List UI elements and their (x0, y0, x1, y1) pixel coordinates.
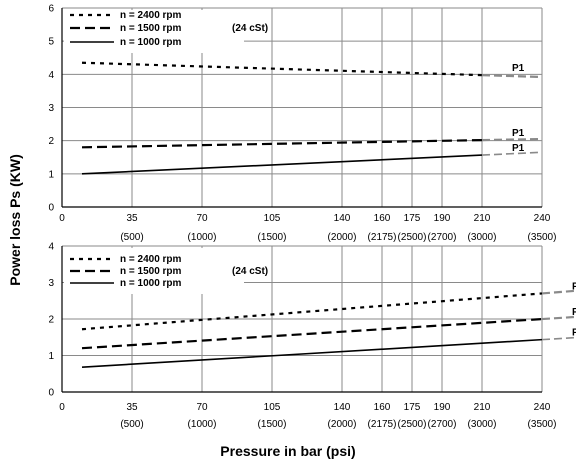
y-tick-label: 4 (48, 70, 54, 81)
series-end-label: P1 (512, 128, 525, 139)
x-tick-label-bar: 70 (196, 402, 208, 413)
x-tick-label-bar: 175 (404, 402, 421, 413)
series-line-extension-1 (541, 289, 576, 295)
legend-background (64, 10, 244, 53)
x-tick-label-bar: 190 (434, 213, 451, 224)
x-tick-label-psi: (2500) (398, 232, 427, 243)
x-tick-label-bar: 160 (374, 213, 391, 224)
x-tick-label-psi: (2000) (328, 232, 357, 243)
y-tick-label: 2 (48, 315, 54, 326)
x-tick-label-psi: (1500) (258, 232, 287, 243)
series-end-label: P1 (512, 63, 525, 74)
legend-label-3: n = 1000 rpm (120, 278, 182, 289)
legend-label-2: n = 1500 rpm (120, 266, 182, 277)
series-end-label: P2 (572, 307, 576, 318)
x-tick-label-bar: 0 (59, 213, 65, 224)
series-line-extension-2 (541, 315, 576, 321)
x-tick-label-bar: 35 (126, 213, 138, 224)
series-line-extension-3 (541, 336, 576, 341)
chart-p2: 0 1 2 3 4 0 35 (500) 70 (1000) 105 (1500) 140 (2000) 1… (48, 242, 576, 430)
legend-label-1: n = 2400 rpm (120, 10, 182, 21)
x-tick-label-bar: 140 (334, 213, 351, 224)
x-tick-label-psi: (3500) (528, 419, 557, 430)
series-line-3 (81, 154, 483, 175)
y-tick-label: 4 (48, 242, 54, 253)
x-tick-label-psi: (500) (120, 419, 143, 430)
x-tick-label-bar: 210 (474, 402, 491, 413)
legend-label-2: n = 1500 rpm (120, 23, 182, 34)
y-axis-label: Power loss Ps (KW) (7, 154, 23, 285)
series-end-label: P1 (512, 143, 525, 154)
series-end-label: P2 (572, 281, 576, 292)
legend-viscosity-note: (24 cSt) (232, 23, 268, 34)
y-tick-label: 0 (48, 203, 54, 214)
x-tick-label-psi: (1000) (188, 232, 217, 243)
y-tick-label: 5 (48, 37, 54, 48)
x-tick-label-bar: 35 (126, 402, 138, 413)
x-tick-label-psi: (1000) (188, 419, 217, 430)
y-tick-label: 0 (48, 388, 54, 399)
x-tick-label-psi: (3000) (468, 419, 497, 430)
y-tick-label: 1 (48, 169, 54, 180)
series-line-extension-3 (481, 151, 543, 156)
x-tick-label-psi: (1500) (258, 419, 287, 430)
x-tick-label-psi: (500) (120, 232, 143, 243)
x-tick-label-bar: 240 (534, 402, 551, 413)
x-tick-label-psi: (2175) (368, 419, 397, 430)
y-tick-label: 2 (48, 136, 54, 147)
x-tick-label-bar: 140 (334, 402, 351, 413)
x-tick-label-psi: (2500) (398, 419, 427, 430)
x-tick-label-bar: 70 (196, 213, 208, 224)
x-tick-label-psi: (2700) (428, 419, 457, 430)
x-tick-label-bar: 175 (404, 213, 421, 224)
series-line-2 (81, 138, 483, 149)
x-tick-label-bar: 160 (374, 402, 391, 413)
legend-label-3: n = 1000 rpm (120, 37, 182, 48)
x-tick-label-bar: 105 (264, 213, 281, 224)
x-axis-label: Pressure in bar (psi) (220, 443, 355, 459)
series-line-1 (81, 61, 483, 77)
y-tick-label: 6 (48, 4, 54, 15)
y-tick-label: 3 (48, 103, 54, 114)
x-tick-label-bar: 240 (534, 213, 551, 224)
series-line-extension-2 (481, 137, 543, 142)
x-tick-label-psi: (3500) (528, 232, 557, 243)
x-tick-label-psi: (2175) (368, 232, 397, 243)
chart-p1: 0 1 2 3 4 5 6 0 35 (500) 70 (1000) 105 (1500) 140 (2000… (48, 4, 556, 244)
series-line-3 (81, 338, 543, 368)
x-tick-label-psi: (2000) (328, 419, 357, 430)
series-line-2 (81, 317, 543, 350)
y-tick-label: 1 (48, 351, 54, 362)
series-line-extension-1 (481, 74, 543, 79)
y-tick-label: 3 (48, 278, 54, 289)
x-tick-label-psi: (2700) (428, 232, 457, 243)
x-tick-label-bar: 105 (264, 402, 281, 413)
series-end-label: P2 (572, 328, 576, 339)
x-tick-label-bar: 0 (59, 402, 65, 413)
x-tick-label-bar: 210 (474, 213, 491, 224)
legend-label-1: n = 2400 rpm (120, 254, 182, 265)
x-tick-label-bar: 190 (434, 402, 451, 413)
x-tick-label-psi: (3000) (468, 232, 497, 243)
legend-viscosity-note: (24 cSt) (232, 266, 268, 277)
